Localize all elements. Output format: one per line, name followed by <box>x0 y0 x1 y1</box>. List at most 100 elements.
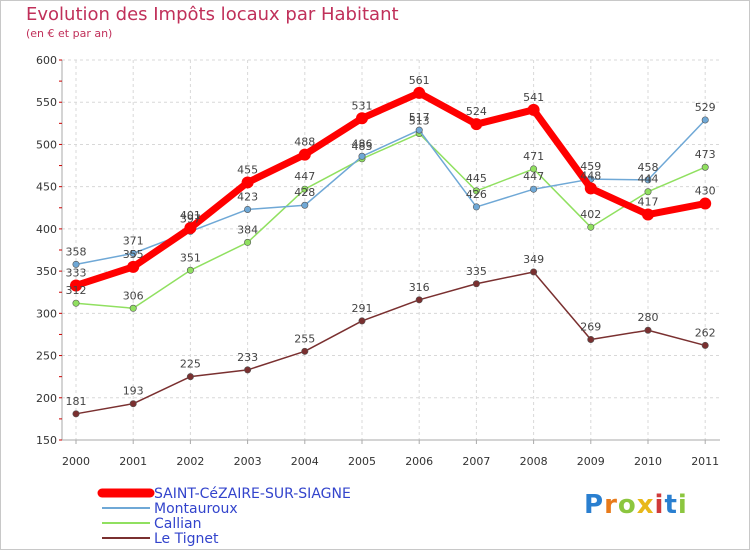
x-tick-label: 2000 <box>62 455 90 468</box>
data-point-montauroux <box>129 249 137 257</box>
legend-label-montauroux: Montauroux <box>154 501 238 517</box>
data-label-callian: 445 <box>466 172 487 185</box>
data-label-montauroux: 371 <box>123 234 144 247</box>
data-label-saint_cezaire: 455 <box>237 163 258 176</box>
proxiti-logo: Proxiti <box>584 490 688 520</box>
data-label-le_tignet: 255 <box>294 332 315 345</box>
data-label-saint_cezaire: 401 <box>180 209 201 222</box>
data-point-saint_cezaire <box>527 103 540 116</box>
data-label-callian: 444 <box>638 173 659 186</box>
data-point-montauroux <box>701 116 709 124</box>
data-label-callian: 384 <box>237 223 258 236</box>
data-label-callian: 513 <box>409 114 430 127</box>
data-point-le_tignet <box>644 326 652 334</box>
x-tick-label: 2005 <box>348 455 376 468</box>
x-tick-label: 2001 <box>119 455 147 468</box>
data-point-le_tignet <box>129 400 137 408</box>
data-label-montauroux: 517 <box>409 111 430 124</box>
data-label-le_tignet: 291 <box>352 302 373 315</box>
y-tick-label: 450 <box>36 181 57 194</box>
data-point-callian <box>472 187 480 195</box>
data-label-montauroux: 459 <box>580 160 601 173</box>
data-label-montauroux: 426 <box>466 188 487 201</box>
data-point-callian <box>701 163 709 171</box>
data-point-le_tignet <box>701 341 709 349</box>
data-point-montauroux <box>644 176 652 184</box>
data-point-le_tignet <box>415 296 423 304</box>
series-line-saint_cezaire <box>72 89 709 289</box>
data-point-saint_cezaire <box>70 279 82 292</box>
data-point-le_tignet <box>244 366 252 374</box>
data-label-montauroux: 423 <box>237 190 258 203</box>
series-line-callian <box>75 132 706 310</box>
data-label-callian: 402 <box>580 208 601 221</box>
x-tick-label: 2007 <box>462 455 490 468</box>
data-label-callian: 473 <box>695 148 716 161</box>
x-tick-label: 2002 <box>176 455 204 468</box>
data-label-callian: 471 <box>523 150 544 163</box>
data-label-le_tignet: 193 <box>123 385 144 398</box>
legend-label-callian: Callian <box>154 516 201 532</box>
legend-label-saint_cezaire: SAINT-CéZAIRE-SUR-SIAGNE <box>154 486 351 502</box>
data-point-callian <box>72 299 80 307</box>
data-label-saint_cezaire: 488 <box>294 136 315 149</box>
data-label-callian: 312 <box>66 284 87 297</box>
data-point-montauroux <box>72 260 80 268</box>
data-label-saint_cezaire: 430 <box>695 185 716 198</box>
data-point-callian <box>244 238 252 246</box>
y-tick-label: 600 <box>36 54 57 67</box>
data-point-le_tignet <box>472 280 480 288</box>
legend-label-le_tignet: Le Tignet <box>154 531 219 547</box>
data-label-le_tignet: 225 <box>180 358 201 371</box>
data-label-saint_cezaire: 448 <box>580 169 601 182</box>
data-point-montauroux <box>472 203 480 211</box>
x-tick-label: 2009 <box>577 455 605 468</box>
data-label-montauroux: 529 <box>695 101 716 114</box>
x-tick-label: 2006 <box>405 455 433 468</box>
data-label-saint_cezaire: 541 <box>523 91 544 104</box>
data-point-montauroux <box>415 126 423 134</box>
data-point-callian <box>587 223 595 231</box>
data-label-callian: 351 <box>180 251 201 264</box>
data-point-callian <box>186 266 194 274</box>
data-point-saint_cezaire <box>356 112 368 125</box>
data-label-saint_cezaire: 524 <box>466 105 487 118</box>
data-point-callian <box>129 304 137 312</box>
data-point-le_tignet <box>301 347 309 355</box>
data-label-le_tignet: 181 <box>66 395 87 408</box>
data-point-le_tignet <box>186 373 194 381</box>
x-tick-label: 2010 <box>634 455 662 468</box>
data-label-montauroux: 397 <box>180 212 201 225</box>
data-point-callian <box>644 188 652 196</box>
data-point-callian <box>530 165 538 173</box>
data-point-saint_cezaire <box>699 197 712 210</box>
data-label-callian: 483 <box>352 140 373 153</box>
y-tick-label: 550 <box>36 96 57 109</box>
x-tick-label: 2004 <box>291 455 319 468</box>
y-tick-label: 400 <box>36 223 57 236</box>
series-line-le_tignet <box>75 271 706 415</box>
data-point-montauroux <box>301 201 309 209</box>
data-point-saint_cezaire <box>184 222 197 235</box>
data-point-saint_cezaire <box>413 86 426 99</box>
x-tick-label: 2003 <box>234 455 262 468</box>
data-label-le_tignet: 316 <box>409 281 430 294</box>
data-point-callian <box>301 185 309 193</box>
data-label-montauroux: 428 <box>294 186 315 199</box>
data-label-le_tignet: 280 <box>638 311 659 324</box>
data-label-saint_cezaire: 333 <box>66 266 87 279</box>
data-label-le_tignet: 349 <box>523 253 544 266</box>
x-tick-label: 2011 <box>691 455 719 468</box>
data-label-callian: 306 <box>123 289 144 302</box>
chart-subtitle: (en € et par an) <box>26 27 113 40</box>
data-point-le_tignet <box>358 317 366 325</box>
data-label-saint_cezaire: 531 <box>352 99 373 112</box>
data-point-le_tignet <box>587 336 595 344</box>
data-label-le_tignet: 233 <box>237 351 258 364</box>
y-tick-label: 200 <box>36 392 57 405</box>
data-label-montauroux: 458 <box>638 161 659 174</box>
y-tick-label: 150 <box>36 434 57 447</box>
data-label-montauroux: 447 <box>523 170 544 183</box>
data-point-saint_cezaire <box>298 148 311 161</box>
